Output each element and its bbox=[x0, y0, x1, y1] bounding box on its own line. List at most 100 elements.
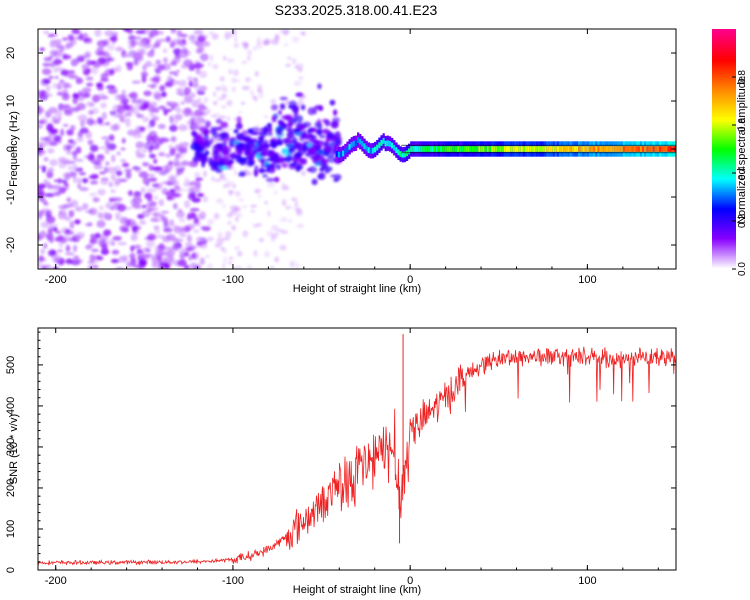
noise-blob bbox=[81, 178, 89, 184]
colorbar-cell bbox=[712, 127, 736, 130]
noise-blob bbox=[131, 80, 141, 84]
noise-blob bbox=[213, 139, 221, 143]
carrier-cell bbox=[648, 146, 651, 152]
noise-blob bbox=[256, 89, 263, 93]
noise-blob bbox=[189, 92, 196, 98]
noise-blob bbox=[146, 188, 157, 193]
noise-blob bbox=[45, 93, 53, 97]
energy-blob bbox=[195, 134, 203, 143]
noise-blob bbox=[183, 109, 189, 118]
energy-blob bbox=[317, 83, 322, 90]
noise-blob bbox=[43, 157, 49, 162]
carrier-cell bbox=[376, 144, 379, 151]
energy-blob bbox=[316, 128, 323, 134]
noise-blob bbox=[235, 215, 239, 223]
noise-blob bbox=[89, 144, 99, 152]
carrier-cell bbox=[584, 146, 587, 152]
energy-blob bbox=[281, 123, 288, 129]
noise-blob bbox=[165, 250, 176, 256]
carrier-cell bbox=[420, 146, 424, 152]
carrier-cell bbox=[527, 146, 530, 152]
noise-blob bbox=[172, 102, 180, 111]
noise-blob bbox=[163, 111, 168, 116]
colorbar-cell bbox=[712, 169, 736, 172]
colorbar-cell bbox=[712, 147, 736, 150]
noise-blob bbox=[50, 38, 57, 47]
noise-blob bbox=[94, 29, 102, 37]
energy-blob bbox=[285, 128, 292, 132]
noise-blob bbox=[47, 167, 55, 173]
carrier-cell bbox=[431, 146, 434, 152]
noise-blob bbox=[131, 203, 141, 209]
noise-blob bbox=[125, 122, 131, 127]
noise-blob bbox=[158, 169, 168, 176]
energy-blob bbox=[267, 126, 273, 135]
noise-blob bbox=[93, 161, 102, 166]
carrier-cell bbox=[425, 146, 428, 152]
noise-blob bbox=[117, 106, 125, 114]
noise-blob bbox=[297, 63, 304, 70]
colorbar-cell bbox=[712, 107, 736, 110]
noise-blob bbox=[92, 197, 100, 203]
carrier-cell bbox=[501, 146, 504, 152]
noise-blob bbox=[135, 141, 145, 149]
noise-blob bbox=[38, 106, 44, 114]
noise-blob bbox=[87, 38, 93, 45]
noise-blob bbox=[180, 33, 188, 38]
carrier-band bbox=[335, 132, 676, 163]
noise-blob bbox=[290, 197, 298, 202]
noise-blob bbox=[40, 248, 45, 255]
noise-blob bbox=[38, 183, 47, 189]
energy-blob bbox=[212, 145, 217, 154]
colorbar-cell bbox=[712, 139, 736, 142]
carrier-cell bbox=[480, 146, 483, 152]
carrier-cell bbox=[422, 146, 426, 152]
carrier-cell bbox=[610, 146, 613, 152]
noise-blob bbox=[175, 167, 185, 172]
noise-blob bbox=[233, 265, 239, 269]
noise-blob bbox=[52, 69, 59, 73]
colorbar-cell bbox=[712, 265, 736, 268]
energy-blob bbox=[332, 117, 341, 124]
energy-blob bbox=[195, 152, 203, 157]
carrier-cell bbox=[439, 146, 443, 152]
noise-blob bbox=[107, 88, 118, 95]
energy-blob bbox=[324, 119, 331, 127]
noise-blob bbox=[94, 48, 104, 57]
noise-blob bbox=[195, 67, 201, 75]
noise-blob bbox=[212, 100, 218, 106]
noise-blob bbox=[212, 91, 217, 97]
noise-blob bbox=[179, 92, 189, 97]
noise-blob bbox=[57, 178, 63, 184]
noise-blob bbox=[157, 123, 166, 130]
noise-blob bbox=[150, 216, 159, 222]
carrier-cell bbox=[656, 146, 660, 152]
noise-blob bbox=[175, 69, 181, 74]
noise-blob bbox=[199, 53, 209, 62]
noise-blob bbox=[106, 84, 116, 90]
noise-blob bbox=[241, 60, 248, 65]
noise-blob bbox=[178, 218, 186, 223]
energy-blob bbox=[285, 143, 294, 148]
noise-blob bbox=[67, 165, 74, 171]
noise-blob bbox=[199, 102, 206, 109]
noise-blob bbox=[39, 137, 50, 141]
y-tick-label: -10 bbox=[5, 189, 17, 205]
noise-blob bbox=[73, 219, 81, 224]
noise-blob bbox=[62, 81, 70, 89]
carrier-cell bbox=[342, 150, 345, 157]
noise-blob bbox=[67, 34, 74, 41]
carrier-cell bbox=[363, 143, 366, 150]
noise-blob bbox=[69, 220, 75, 229]
y-tick-label: -20 bbox=[5, 237, 17, 253]
noise-blob bbox=[224, 31, 233, 39]
noise-blob bbox=[157, 64, 166, 71]
noise-blob bbox=[90, 233, 97, 239]
noise-blob bbox=[96, 84, 104, 91]
colorbar-cell bbox=[712, 209, 736, 212]
noise-blob bbox=[87, 260, 95, 265]
noise-blob bbox=[163, 216, 169, 225]
noise-blob bbox=[68, 209, 75, 218]
noise-blob bbox=[62, 104, 70, 109]
noise-blob bbox=[183, 181, 194, 187]
